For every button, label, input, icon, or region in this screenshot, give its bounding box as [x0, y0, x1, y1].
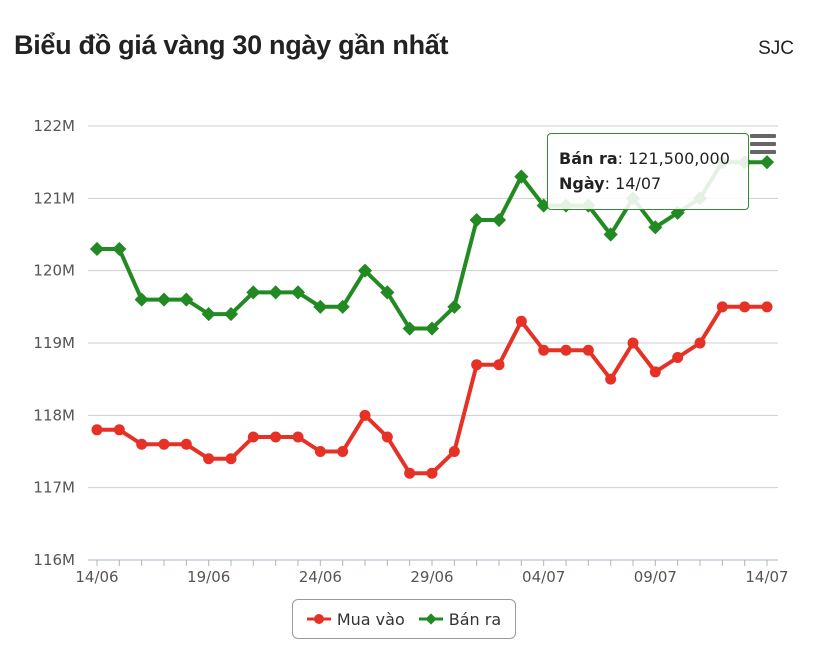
- data-point[interactable]: [357, 263, 373, 278]
- x-tick-label: 14/06: [75, 568, 118, 586]
- x-tick-label: 14/07: [745, 568, 788, 586]
- data-point[interactable]: [201, 306, 216, 322]
- x-tick-label: 29/06: [410, 568, 453, 586]
- y-tick-label: 116M: [33, 551, 75, 569]
- data-point[interactable]: [582, 344, 594, 356]
- y-tick-label: 122M: [33, 117, 75, 135]
- x-tick-label: 09/07: [634, 568, 677, 586]
- data-point[interactable]: [739, 301, 751, 313]
- y-tick-label: 120M: [33, 262, 75, 280]
- y-tick-label: 117M: [33, 479, 75, 497]
- legend-label-buy: Mua vào: [336, 609, 405, 629]
- data-point[interactable]: [380, 285, 395, 300]
- data-point[interactable]: [156, 292, 172, 307]
- data-point[interactable]: [203, 453, 215, 465]
- legend-marker-buy: [306, 614, 331, 624]
- tooltip-series-label: Bán ra: [559, 149, 618, 168]
- page-title: Biểu đồ giá vàng 30 ngày gần nhất: [14, 30, 449, 60]
- legend-item-buy[interactable]: Mua vào: [306, 609, 405, 629]
- data-point[interactable]: [493, 359, 505, 371]
- data-point[interactable]: [759, 155, 775, 170]
- data-point[interactable]: [268, 285, 283, 300]
- data-point[interactable]: [515, 315, 527, 327]
- data-point[interactable]: [404, 467, 416, 479]
- data-point[interactable]: [158, 438, 170, 450]
- chart-tooltip: Bán ra: 121,500,000 Ngày: 14/07: [547, 133, 749, 210]
- legend-marker-sell: [418, 613, 443, 625]
- data-point[interactable]: [605, 373, 617, 385]
- data-point[interactable]: [136, 438, 148, 450]
- data-point[interactable]: [424, 321, 440, 336]
- data-point[interactable]: [627, 337, 639, 349]
- data-point[interactable]: [113, 424, 125, 436]
- data-point[interactable]: [223, 306, 239, 322]
- tooltip-date: 14/07: [615, 174, 662, 193]
- data-point[interactable]: [448, 446, 460, 457]
- data-point[interactable]: [180, 438, 192, 450]
- data-point[interactable]: [337, 446, 349, 457]
- data-point[interactable]: [359, 409, 371, 421]
- chart-legend: Mua vào Bán ra: [292, 599, 516, 639]
- x-tick-label: 19/06: [187, 568, 230, 586]
- data-point[interactable]: [290, 285, 306, 300]
- legend-item-sell[interactable]: Bán ra: [418, 609, 502, 629]
- data-point[interactable]: [225, 453, 237, 465]
- data-point[interactable]: [179, 292, 194, 307]
- legend-label-sell: Bán ra: [448, 609, 502, 629]
- data-point[interactable]: [447, 299, 462, 314]
- data-point[interactable]: [469, 212, 484, 228]
- y-axis-labels: 116M 117M 118M 119M 120M 121M 122M: [33, 117, 75, 569]
- data-point[interactable]: [471, 359, 483, 371]
- series-buy: [91, 301, 773, 479]
- data-point[interactable]: [247, 431, 259, 443]
- data-point[interactable]: [672, 351, 684, 363]
- data-point[interactable]: [381, 431, 393, 443]
- x-tick-label: 04/07: [522, 568, 565, 586]
- x-axis: [88, 559, 778, 566]
- tooltip-value: 121,500,000: [628, 149, 730, 168]
- data-point[interactable]: [89, 241, 105, 257]
- data-point[interactable]: [112, 241, 127, 257]
- grid-lines: [88, 125, 778, 489]
- data-point[interactable]: [402, 321, 417, 336]
- data-point[interactable]: [292, 431, 304, 443]
- data-point[interactable]: [270, 431, 282, 443]
- data-point[interactable]: [648, 220, 663, 235]
- data-point[interactable]: [134, 292, 149, 307]
- data-point[interactable]: [538, 344, 550, 356]
- y-tick-label: 119M: [33, 334, 75, 352]
- x-axis-labels: 14/06 19/06 24/06 29/06 04/07 09/07 14/07: [75, 568, 788, 586]
- data-point[interactable]: [491, 212, 507, 228]
- x-tick-label: 24/06: [299, 568, 342, 586]
- brand-label: SJC: [758, 38, 794, 59]
- data-point[interactable]: [761, 301, 773, 313]
- tooltip-date-label: Ngày: [559, 174, 605, 193]
- data-point[interactable]: [314, 446, 326, 457]
- data-point[interactable]: [560, 344, 572, 356]
- data-point[interactable]: [426, 467, 438, 479]
- data-point[interactable]: [603, 227, 618, 242]
- y-tick-label: 118M: [33, 406, 75, 424]
- data-point[interactable]: [335, 299, 350, 314]
- data-point[interactable]: [91, 424, 103, 436]
- data-point[interactable]: [514, 169, 529, 184]
- data-point[interactable]: [694, 337, 706, 349]
- data-point[interactable]: [649, 366, 661, 378]
- data-point[interactable]: [246, 285, 261, 300]
- data-point[interactable]: [716, 301, 728, 313]
- y-tick-label: 121M: [33, 189, 75, 207]
- hamburger-menu-icon[interactable]: [750, 134, 776, 156]
- data-point[interactable]: [313, 299, 328, 314]
